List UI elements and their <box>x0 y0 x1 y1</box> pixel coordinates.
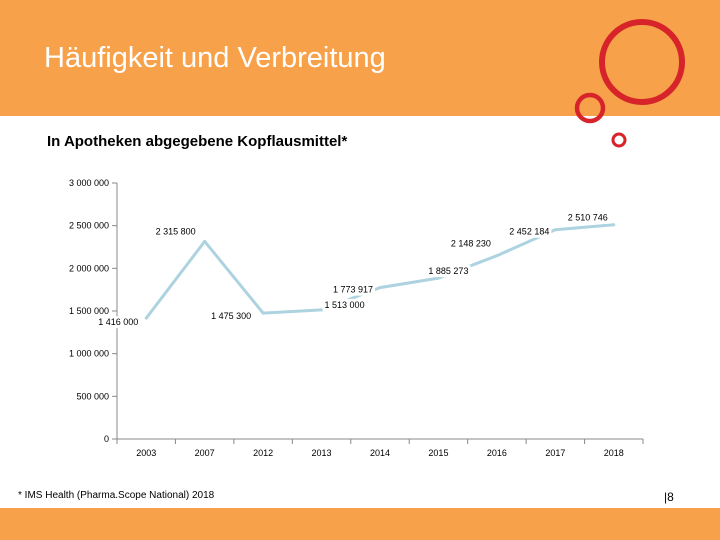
data-label: 1 416 000 <box>98 317 138 327</box>
page-number: |8 <box>664 490 674 504</box>
medium-ring-icon <box>574 92 606 124</box>
data-label-background <box>209 310 254 323</box>
y-tick-label: 0 <box>104 434 109 444</box>
data-point <box>378 286 382 290</box>
large-ring-icon <box>599 19 685 105</box>
data-label: 1 513 000 <box>325 300 365 310</box>
slide-title: Häufigkeit und Verbreitung <box>44 42 386 74</box>
data-point <box>495 254 499 258</box>
y-tick-label: 2 500 000 <box>69 221 109 231</box>
data-label: 1 475 300 <box>211 311 251 321</box>
data-point <box>320 308 324 312</box>
data-label-background <box>565 211 610 224</box>
data-label: 2 452 184 <box>509 227 549 237</box>
y-tick-label: 2 000 000 <box>69 263 109 273</box>
chart-series <box>144 223 616 320</box>
data-point <box>612 223 616 227</box>
data-label-background <box>330 283 376 296</box>
chart-axes: 0 500 000 1 000 000 1 500 000 2 000 000 2 500… <box>69 178 644 458</box>
x-tick-label: 2013 <box>312 448 332 458</box>
data-label-background <box>426 265 471 278</box>
data-label: 1 885 273 <box>428 266 468 276</box>
x-tick-label: 2012 <box>253 448 273 458</box>
small-ring-icon <box>611 132 627 148</box>
data-label-background <box>153 225 198 238</box>
x-tick-label: 2014 <box>370 448 390 458</box>
y-tick-label: 1 000 000 <box>69 349 109 359</box>
data-point <box>203 239 207 243</box>
chart-data-labels: 1 416 000 2 315 800 1 475 300 1 513 000 1 77… <box>96 211 610 329</box>
x-tick-label: 2017 <box>545 448 565 458</box>
x-tick-label: 2003 <box>136 448 156 458</box>
series-line <box>145 223 614 320</box>
data-label: 2 148 230 <box>451 239 491 249</box>
x-tick-label: 2018 <box>604 448 624 458</box>
chart-title: In Apotheken abgegebene Kopflausmittel* <box>47 133 348 150</box>
x-tick-label: 2016 <box>487 448 507 458</box>
data-label-background <box>448 237 493 250</box>
data-point <box>436 276 440 280</box>
footer-band <box>0 508 720 540</box>
data-label-background <box>507 225 552 238</box>
y-tick-label: 3 000 000 <box>69 178 109 188</box>
y-tick-label: 500 000 <box>76 391 109 401</box>
data-label: 2 510 746 <box>568 213 608 223</box>
data-point <box>553 228 557 232</box>
data-label: 1 773 917 <box>333 285 373 295</box>
data-label-background <box>322 298 367 311</box>
data-label: 2 315 800 <box>156 226 196 236</box>
data-label-background <box>96 316 141 329</box>
x-tick-label: 2015 <box>428 448 448 458</box>
y-tick-label: 1 500 000 <box>69 306 109 316</box>
data-point <box>144 316 148 320</box>
source-note: * IMS Health (Pharma.Scope National) 201… <box>18 490 215 501</box>
data-point <box>261 311 265 315</box>
x-tick-label: 2007 <box>195 448 215 458</box>
